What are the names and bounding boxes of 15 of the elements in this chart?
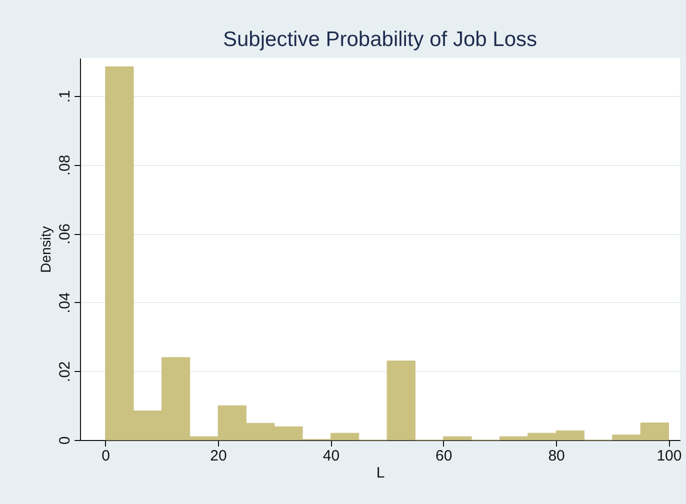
x-tick-label: 0 (102, 448, 110, 464)
y-axis-title: Density (38, 226, 54, 273)
x-axis-title: L (376, 464, 385, 482)
y-tick-label: .04 (56, 292, 74, 314)
y-tick-label: .1 (56, 90, 74, 103)
y-tick-label: .02 (56, 361, 74, 382)
x-tick-label: 100 (656, 448, 682, 464)
x-tick-label: 80 (548, 448, 565, 464)
y-tick-label: 0 (56, 436, 74, 445)
x-tick-label: 40 (322, 448, 340, 464)
y-tick-label: .08 (56, 154, 74, 176)
y-tick-label: .06 (56, 224, 74, 244)
x-tick-label: 60 (436, 448, 452, 464)
chart-title: Subjective Probability of Job Loss (222, 28, 538, 51)
x-tick-label: 20 (210, 448, 227, 464)
